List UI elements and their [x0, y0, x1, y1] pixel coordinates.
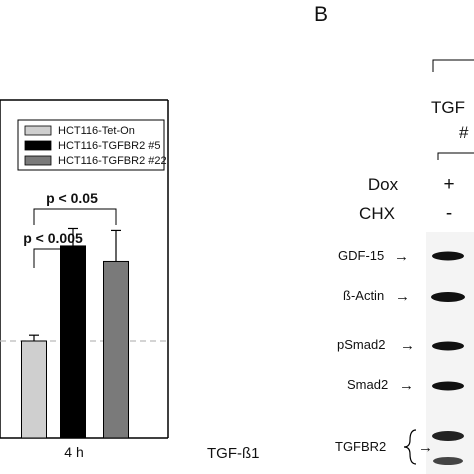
bar-1 — [21, 340, 47, 439]
bar-3 — [103, 260, 129, 439]
arrow-icon: → — [399, 377, 414, 394]
arrow-icon: → — [394, 248, 409, 265]
dox-label: Dox — [368, 175, 399, 194]
bar-chart-panel: HCT116-Tet-On HCT116-TGFBR2 #5 HCT116-TG… — [0, 99, 260, 462]
legend-label-tet-on: HCT116-Tet-On — [58, 125, 135, 137]
chx-label: CHX — [359, 204, 395, 223]
blot-label-psmad2: pSmad2 — [337, 337, 385, 352]
bar-2 — [60, 245, 86, 439]
blot-band-tgfbr2-lower — [433, 457, 463, 465]
blot-row-psmad2: pSmad2 → — [337, 337, 464, 354]
panel-label-b: B — [314, 3, 328, 26]
annotation-p005: p < 0.05 — [46, 190, 98, 206]
x-tick-label-4h: 4 h — [64, 444, 83, 460]
blot-label-gdf15: GDF-15 — [338, 248, 384, 263]
blot-row-b-actin: ß-Actin → — [343, 288, 465, 305]
arrow-icon: → — [418, 439, 433, 456]
blot-label-tgfbr2: TGFBR2 — [335, 439, 386, 454]
tgfbr2-brace — [403, 429, 417, 465]
bars-group — [21, 227, 129, 439]
blot-band-smad2 — [432, 381, 464, 391]
legend-label-tgfbr2-5: HCT116-TGFBR2 #5 — [58, 140, 161, 152]
legend: HCT116-Tet-On HCT116-TGFBR2 #5 HCT116-TG… — [17, 119, 167, 171]
header-sub-text: # — [459, 123, 469, 142]
header-brace-top — [432, 59, 474, 72]
significance-brackets: p < 0.05 p < 0.005 — [23, 190, 117, 268]
blot-row-smad2: Smad2 → — [347, 377, 464, 394]
blot-row-gdf15: GDF-15 → — [338, 248, 464, 265]
blot-label-smad2: Smad2 — [347, 377, 388, 392]
legend-swatch-tet-on — [24, 125, 52, 136]
annotation-p0005: p < 0.005 — [23, 230, 83, 246]
legend-label-tgfbr2-22: HCT116-TGFBR2 #22 — [58, 155, 167, 167]
blot-band-psmad2 — [432, 341, 464, 351]
blot-band-tgfbr2-upper — [432, 431, 464, 441]
western-blot-panel: B TGF # Dox + CHX - GDF-15 → ß-Actin → p… — [314, 3, 474, 474]
blot-band-gdf15 — [432, 251, 464, 261]
legend-swatch-tgfbr2-22 — [24, 155, 52, 166]
dox-value: + — [443, 174, 454, 195]
header-brace-bottom — [437, 152, 474, 160]
chx-value: - — [446, 203, 452, 224]
bracket-p005 — [33, 208, 117, 225]
blot-label-b-actin: ß-Actin — [343, 288, 384, 303]
x-axis-label-tgf-b1: TGF-ß1 — [207, 445, 260, 462]
legend-swatch-tgfbr2-5 — [24, 140, 52, 151]
blot-row-tgfbr2: TGFBR2 → — [335, 429, 464, 465]
arrow-icon: → — [400, 337, 415, 354]
header-text-tgf: TGF — [431, 98, 465, 117]
blot-band-b-actin — [431, 292, 465, 302]
arrow-icon: → — [395, 288, 410, 305]
